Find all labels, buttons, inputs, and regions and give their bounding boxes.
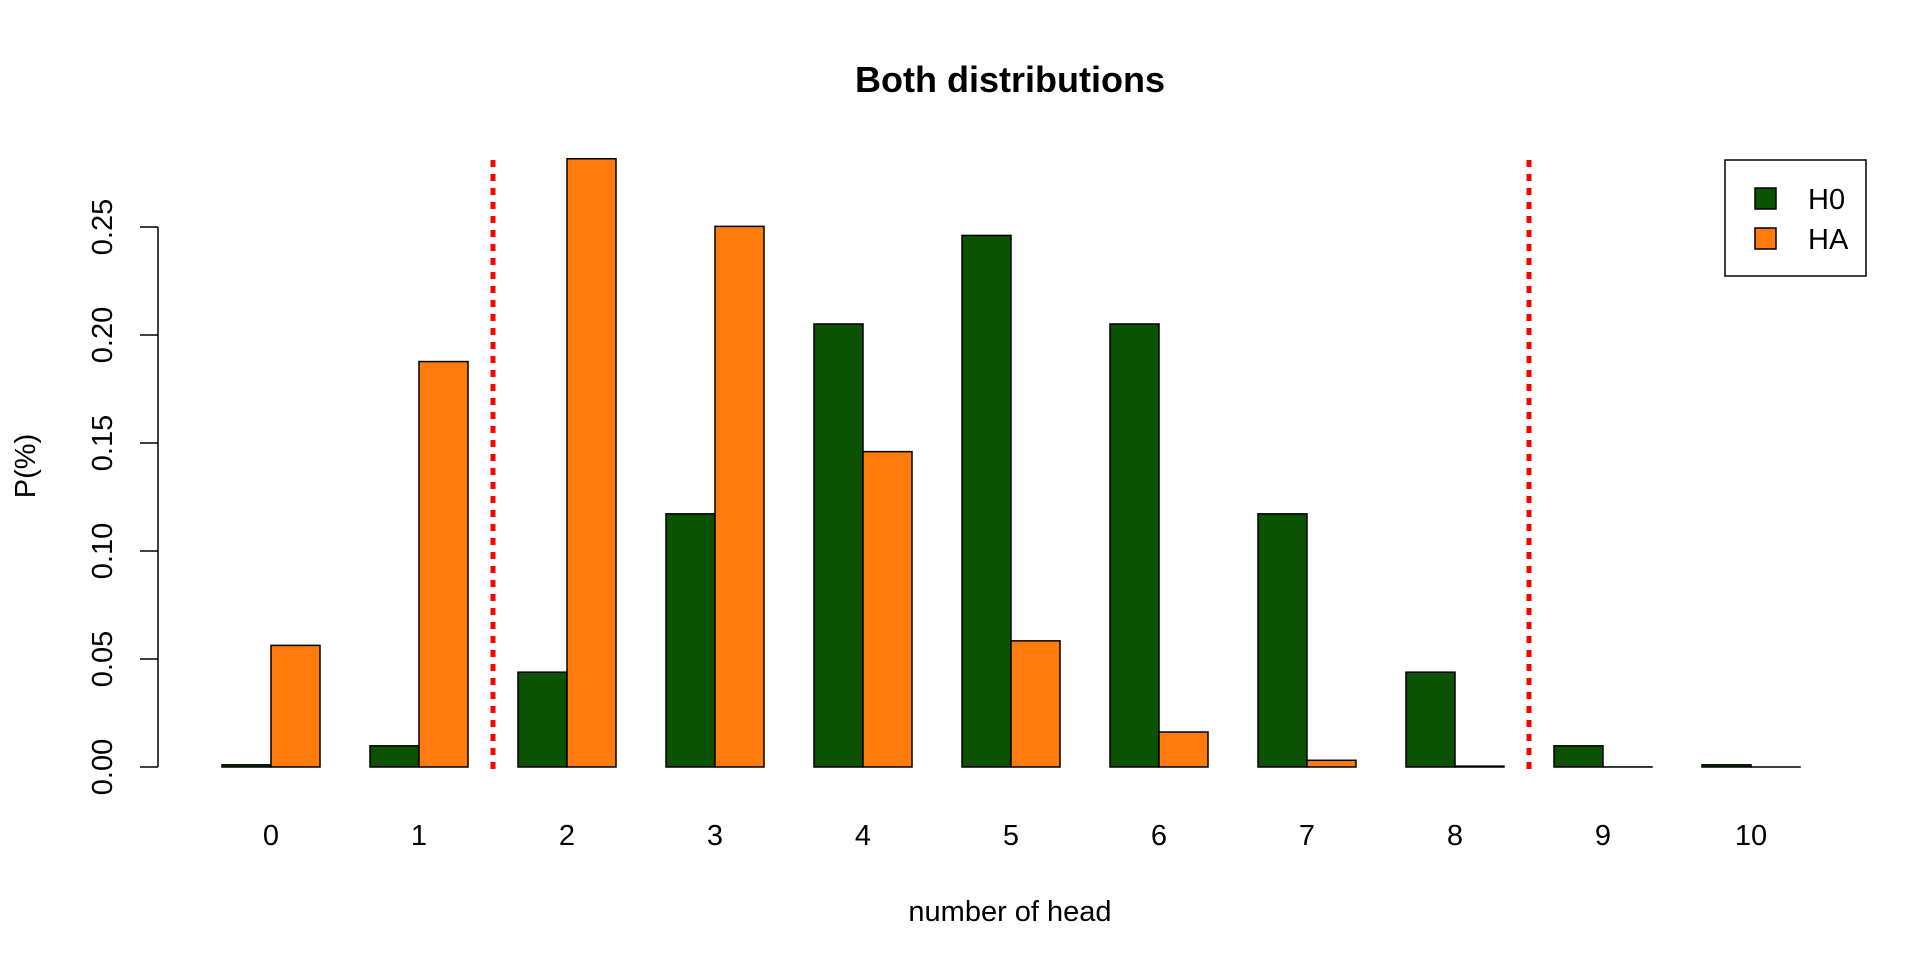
- y-axis: 0.00 0.05 0.10 0.15 0.20 0.25: [87, 199, 159, 795]
- y-tick-label: 0.15: [87, 415, 119, 471]
- x-tick-label: 4: [855, 820, 871, 852]
- bar-H0-8: [1405, 671, 1456, 768]
- x-tick-label: 7: [1299, 820, 1315, 852]
- bar-H0-6: [1109, 323, 1160, 768]
- bar-H0-7: [1257, 513, 1308, 768]
- legend-box: [1724, 159, 1867, 277]
- x-tick-label: 6: [1151, 820, 1167, 852]
- x-tick-labels: 0 1 2 3 4 5 6 7 8 9 10: [263, 820, 1767, 852]
- bar-HA-8: [1454, 765, 1505, 768]
- bar-HA-3: [714, 225, 765, 768]
- x-tick-label: 1: [411, 820, 427, 852]
- x-tick-label: 2: [559, 820, 575, 852]
- x-axis-label: number of head: [908, 896, 1111, 928]
- legend-label-H0: H0: [1808, 184, 1845, 216]
- y-tick-label: 0.10: [87, 523, 119, 579]
- bar-HA-0: [270, 644, 321, 768]
- bar-HA-4: [862, 450, 913, 768]
- legend-swatch-HA: [1754, 227, 1777, 250]
- bar-HA-5: [1010, 640, 1061, 768]
- x-tick-label: 8: [1447, 820, 1463, 852]
- legend-swatch-H0: [1754, 187, 1777, 210]
- x-tick-label: 0: [263, 820, 279, 852]
- y-tick-label: 0.05: [87, 631, 119, 687]
- bar-HA-1: [418, 360, 469, 768]
- y-tick-label: 0.25: [87, 199, 119, 255]
- bar-H0-1: [369, 745, 420, 768]
- x-tick-label: 10: [1735, 820, 1767, 852]
- bar-H0-5: [961, 234, 1012, 768]
- x-tick-label: 5: [1003, 820, 1019, 852]
- x-tick-label: 3: [707, 820, 723, 852]
- bar-HA-6: [1158, 731, 1209, 768]
- legend: H0 HA: [1724, 159, 1867, 277]
- bar-H0-9: [1553, 745, 1604, 768]
- bar-H0-2: [517, 671, 568, 768]
- bars: [221, 157, 1801, 768]
- bar-HA-7: [1306, 759, 1357, 768]
- bar-H0-4: [813, 323, 864, 768]
- bar-H0-0: [221, 764, 272, 768]
- reference-lines: [490, 160, 1532, 772]
- y-tick-label: 0.20: [87, 307, 119, 363]
- bar-H0-10: [1701, 764, 1752, 768]
- legend-label-HA: HA: [1808, 224, 1849, 256]
- chart-title: Both distributions: [855, 59, 1165, 100]
- y-tick-label: 0.00: [87, 739, 119, 795]
- bar-HA-2: [566, 157, 617, 768]
- x-tick-label: 9: [1595, 820, 1611, 852]
- y-axis-label: P(%): [10, 434, 42, 498]
- bar-H0-3: [665, 513, 716, 768]
